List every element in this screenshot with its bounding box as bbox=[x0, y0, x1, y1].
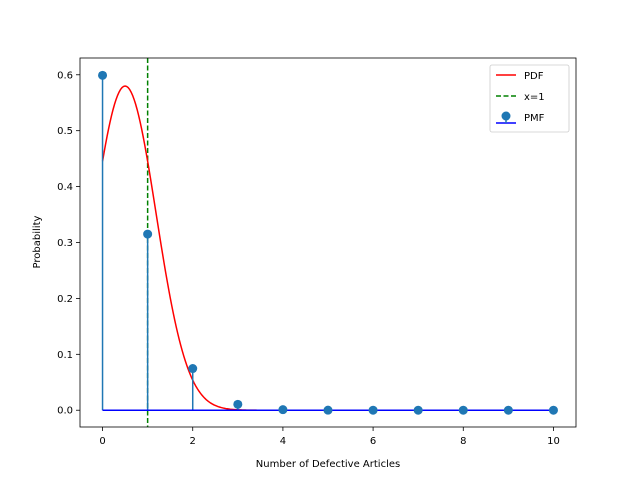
x-tick-label-8: 8 bbox=[460, 436, 466, 447]
pmf-marker-9 bbox=[503, 405, 513, 415]
pmf-marker-3 bbox=[233, 399, 243, 409]
pmf-marker-8 bbox=[458, 405, 468, 415]
y-axis-label: Probability bbox=[32, 215, 43, 268]
x-tick-label-4: 4 bbox=[280, 436, 286, 447]
plot-area bbox=[98, 58, 558, 427]
legend-pmf-marker bbox=[501, 111, 511, 121]
legend: PDF x=1 PMF bbox=[489, 64, 570, 133]
pmf-marker-5 bbox=[323, 405, 333, 415]
y-axis: 0.0 0.1 0.2 0.3 0.4 0.5 0.6 bbox=[57, 70, 80, 417]
x-axis: 0 2 4 6 8 10 bbox=[99, 427, 560, 447]
x-tick-label-0: 0 bbox=[99, 436, 105, 447]
pmf-marker-6 bbox=[368, 405, 378, 415]
y-tick-label-2: 0.2 bbox=[57, 294, 73, 305]
y-tick-label-6: 0.6 bbox=[57, 70, 73, 81]
y-tick-label-1: 0.1 bbox=[57, 350, 73, 361]
x-tick-label-10: 10 bbox=[547, 436, 560, 447]
pmf-marker-10 bbox=[548, 405, 558, 415]
pmf-marker-2 bbox=[188, 364, 198, 374]
y-tick-label-0: 0.0 bbox=[57, 406, 73, 417]
legend-vline-label: x=1 bbox=[524, 92, 545, 103]
pmf-marker-7 bbox=[413, 405, 423, 415]
legend-pmf-label: PMF bbox=[524, 113, 545, 124]
y-tick-label-3: 0.3 bbox=[57, 238, 73, 249]
legend-pdf-label: PDF bbox=[524, 71, 544, 82]
pmf-marker-1 bbox=[143, 229, 153, 239]
y-tick-label-5: 0.5 bbox=[57, 126, 73, 137]
pmf-marker-0 bbox=[98, 70, 108, 80]
y-tick-label-4: 0.4 bbox=[57, 182, 73, 193]
pmf-marker-4 bbox=[278, 405, 288, 415]
x-tick-label-6: 6 bbox=[370, 436, 376, 447]
x-tick-label-2: 2 bbox=[190, 436, 196, 447]
x-axis-label: Number of Defective Articles bbox=[256, 459, 400, 470]
